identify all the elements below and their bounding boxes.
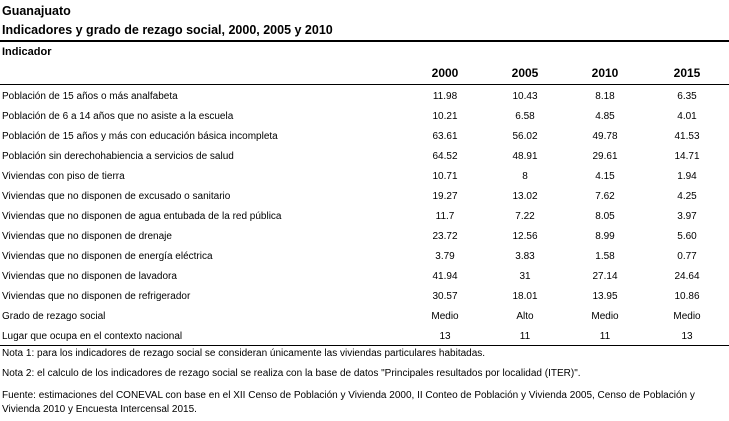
- cell-value-2010: 11: [599, 331, 611, 342]
- cell-value-2015: 6.35: [677, 91, 697, 102]
- cell-value-2005: 6.58: [515, 111, 535, 122]
- indicator-column-header: Indicador: [2, 46, 52, 58]
- cell-value-2000: 10.71: [432, 171, 458, 182]
- cell-value-2005: Alto: [516, 311, 534, 322]
- row-label: Viviendas que no disponen de excusado o …: [2, 191, 231, 202]
- cell-value-2010: 8.99: [595, 231, 615, 242]
- cell-value-2015: 41.53: [674, 131, 700, 142]
- cell-value-2000: 11.98: [432, 91, 458, 102]
- table-row: Población de 15 años y más con educación…: [0, 128, 729, 148]
- cell-value-2000: 11.7: [435, 211, 455, 222]
- cell-value-2015: 4.01: [677, 111, 697, 122]
- cell-value-2010: 49.78: [592, 131, 618, 142]
- row-label: Viviendas que no disponen de agua entuba…: [2, 211, 282, 222]
- cell-value-2005: 8: [522, 171, 528, 182]
- cell-value-2015: 5.60: [677, 231, 697, 242]
- row-label: Lugar que ocupa en el contexto nacional: [2, 331, 183, 342]
- row-label: Viviendas que no disponen de energía elé…: [2, 251, 213, 262]
- table-row: Lugar que ocupa en el contexto nacional 1…: [0, 328, 729, 348]
- cell-value-2000: 3.79: [435, 251, 455, 262]
- row-label: Viviendas con piso de tierra: [2, 171, 125, 182]
- cell-value-2015: Medio: [673, 311, 701, 322]
- row-label: Grado de rezago social: [2, 311, 106, 322]
- cell-value-2005: 13.02: [512, 191, 538, 202]
- column-header-rule: [0, 84, 729, 85]
- cell-value-2000: 10.21: [432, 111, 458, 122]
- table-row: Viviendas que no disponen de lavadora 41.…: [0, 268, 729, 288]
- row-label: Población de 15 años o más analfabeta: [2, 91, 178, 102]
- cell-value-2000: 19.27: [432, 191, 458, 202]
- year-header-2005: 2005: [511, 66, 539, 80]
- table-row: Viviendas que no disponen de excusado o …: [0, 188, 729, 208]
- cell-value-2010: 13.95: [592, 291, 618, 302]
- table-bottom-rule: [0, 345, 729, 346]
- cell-value-2000: 64.52: [432, 151, 458, 162]
- table-row: Población sin derechohabiencia a servici…: [0, 148, 729, 168]
- row-label: Viviendas que no disponen de refrigerado…: [2, 291, 191, 302]
- cell-value-2005: 3.83: [515, 251, 535, 262]
- row-label: Población sin derechohabiencia a servici…: [2, 151, 234, 162]
- cell-value-2010: 8.05: [595, 211, 615, 222]
- cell-value-2005: 12.56: [512, 231, 538, 242]
- cell-value-2010: 4.15: [595, 171, 615, 182]
- year-header-2010: 2010: [591, 66, 619, 80]
- cell-value-2000: 23.72: [432, 231, 458, 242]
- table-row: Viviendas que no disponen de refrigerado…: [0, 288, 729, 308]
- cell-value-2000: 13: [439, 331, 451, 342]
- table-subtitle: Indicadores y grado de rezago social, 20…: [2, 23, 333, 37]
- cell-value-2005: 31: [519, 271, 531, 282]
- row-label: Población de 15 años y más con educación…: [2, 131, 278, 142]
- table-row: Viviendas con piso de tierra 10.71 8 4.15 1.…: [0, 168, 729, 188]
- year-header-2015: 2015: [673, 66, 701, 80]
- cell-value-2010: 29.61: [592, 151, 618, 162]
- cell-value-2005: 48.91: [512, 151, 538, 162]
- cell-value-2015: 3.97: [677, 211, 697, 222]
- table-row: Viviendas que no disponen de agua entuba…: [0, 208, 729, 228]
- cell-value-2005: 56.02: [512, 131, 538, 142]
- cell-value-2010: 27.14: [592, 271, 618, 282]
- cell-value-2015: 14.71: [674, 151, 700, 162]
- cell-value-2010: 7.62: [595, 191, 615, 202]
- cell-value-2000: Medio: [431, 311, 459, 322]
- cell-value-2010: 8.18: [595, 91, 615, 102]
- table-row: Grado de rezago social Medio Alto Medio Medi…: [0, 308, 729, 328]
- cell-value-2015: 13: [681, 331, 693, 342]
- row-label: Población de 6 a 14 años que no asiste a…: [2, 111, 234, 122]
- note-1: Nota 1: para los indicadores de rezago s…: [2, 348, 486, 359]
- cell-value-2010: 4.85: [595, 111, 615, 122]
- cell-value-2000: 41.94: [432, 271, 458, 282]
- header-rule: [0, 40, 729, 42]
- year-header-2000: 2000: [431, 66, 459, 80]
- table-row: Viviendas que no disponen de energía elé…: [0, 248, 729, 268]
- cell-value-2010: Medio: [591, 311, 619, 322]
- table-row: Viviendas que no disponen de drenaje 23.7…: [0, 228, 729, 248]
- cell-value-2000: 30.57: [432, 291, 458, 302]
- table-row: Población de 15 años o más analfabeta 11.…: [0, 88, 729, 108]
- cell-value-2015: 1.94: [677, 171, 697, 182]
- source-note: Fuente: estimaciones del CONEVAL con bas…: [2, 390, 695, 415]
- page-title: Guanajuato: [2, 4, 71, 18]
- cell-value-2015: 24.64: [674, 271, 700, 282]
- row-label: Viviendas que no disponen de drenaje: [2, 231, 172, 242]
- cell-value-2015: 0.77: [677, 251, 697, 262]
- cell-value-2005: 18.01: [512, 291, 538, 302]
- cell-value-2005: 7.22: [515, 211, 535, 222]
- cell-value-2000: 63.61: [432, 131, 458, 142]
- cell-value-2015: 4.25: [677, 191, 697, 202]
- cell-value-2015: 10.86: [674, 291, 700, 302]
- table-row: Población de 6 a 14 años que no asiste a…: [0, 108, 729, 128]
- cell-value-2005: 11: [519, 331, 531, 342]
- cell-value-2010: 1.58: [595, 251, 615, 262]
- row-label: Viviendas que no disponen de lavadora: [2, 271, 177, 282]
- note-2: Nota 2: el calculo de los indicadores de…: [2, 368, 581, 379]
- cell-value-2005: 10.43: [512, 91, 538, 102]
